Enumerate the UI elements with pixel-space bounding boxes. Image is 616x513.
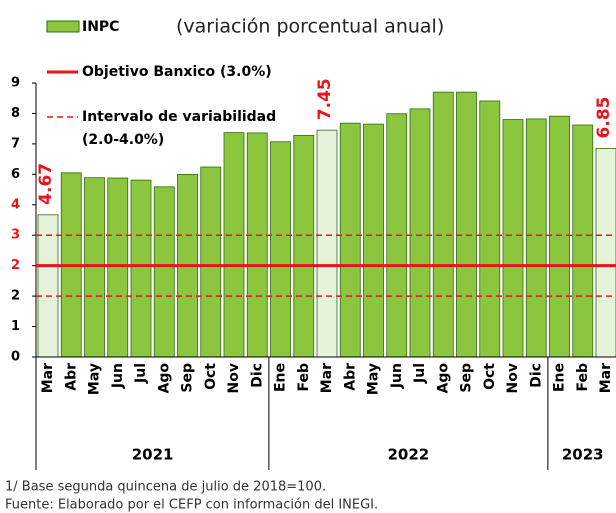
x-tick-label: Jun xyxy=(389,363,405,389)
year-label: 2022 xyxy=(388,446,430,464)
x-tick-label: Dic xyxy=(528,363,544,388)
bar xyxy=(316,129,338,358)
chart-subtitle: (variación porcentual anual) xyxy=(176,16,444,38)
x-tick-label: Abr xyxy=(342,363,358,391)
data-label: 7.45 xyxy=(315,78,335,120)
bar xyxy=(409,108,431,358)
x-tick-label: Sep xyxy=(459,363,475,393)
y-tick-label: 2 xyxy=(11,258,20,273)
note: 1/ Base segunda quincena de julio de 201… xyxy=(5,480,326,495)
bar xyxy=(432,91,454,358)
bar xyxy=(223,132,245,358)
bar xyxy=(479,100,501,358)
bar xyxy=(502,119,524,358)
x-tick-label: May xyxy=(87,363,103,395)
bar xyxy=(130,179,152,358)
x-tick-label: Mar xyxy=(598,363,614,393)
y-tick-label: 6 xyxy=(11,167,20,182)
legend-label: Objetivo Banxico (3.0%) xyxy=(82,64,272,80)
data-label: 4.67 xyxy=(36,163,56,205)
x-tick-label: Ene xyxy=(273,363,289,392)
x-tick-label: Sep xyxy=(180,363,196,393)
x-tick-label: Ene xyxy=(552,363,568,392)
x-tick-label: Ago xyxy=(435,363,451,394)
x-tick-label: May xyxy=(366,363,382,395)
bar xyxy=(246,132,268,358)
bar xyxy=(339,122,361,358)
bar xyxy=(525,118,547,358)
y-tick-label: 4 xyxy=(11,197,20,212)
bar xyxy=(549,115,570,358)
legend-label: Intervalo de variabilidad xyxy=(82,109,276,125)
y-tick-label: 3 xyxy=(11,228,20,243)
x-tick-label: Jun xyxy=(110,363,126,389)
legend-label: INPC xyxy=(82,19,119,35)
x-tick-label: Nov xyxy=(226,363,242,393)
y-tick-label: 7 xyxy=(11,136,20,151)
bar xyxy=(107,177,129,358)
year-label: 2023 xyxy=(562,446,604,464)
x-tick-label: Abr xyxy=(63,363,79,391)
bar xyxy=(153,186,175,358)
legend-label: (2.0-4.0%) xyxy=(82,132,164,148)
bar xyxy=(456,91,477,358)
bar xyxy=(37,214,59,358)
bar xyxy=(270,141,291,358)
x-tick-label: Mar xyxy=(319,363,335,393)
x-tick-label: Feb xyxy=(296,363,312,392)
year-label: 2021 xyxy=(132,446,174,464)
x-tick-label: Jul xyxy=(412,363,428,384)
bar xyxy=(84,177,105,358)
x-tick-label: Ago xyxy=(156,363,172,394)
y-tick-label: 2 xyxy=(11,289,20,304)
bar xyxy=(293,134,315,358)
legend-swatch xyxy=(46,20,80,33)
bar xyxy=(363,123,384,358)
data-label: 6.85 xyxy=(594,97,614,139)
bar xyxy=(200,166,222,358)
bar xyxy=(572,124,594,358)
bar xyxy=(595,148,616,358)
note: Fuente: Elaborado por el CEFP con inform… xyxy=(5,498,378,513)
x-tick-label: Nov xyxy=(505,363,521,393)
y-tick-label: 1 xyxy=(11,319,20,334)
x-tick-label: Mar xyxy=(40,363,56,393)
x-tick-label: Feb xyxy=(575,363,591,392)
y-tick-label: 0 xyxy=(11,350,20,365)
y-tick-label: 8 xyxy=(11,106,20,121)
x-tick-label: Jul xyxy=(133,363,149,384)
x-tick-label: Dic xyxy=(249,363,265,388)
x-tick-label: Oct xyxy=(482,363,498,390)
y-tick-label: 9 xyxy=(11,76,20,91)
x-tick-label: Oct xyxy=(203,363,219,390)
